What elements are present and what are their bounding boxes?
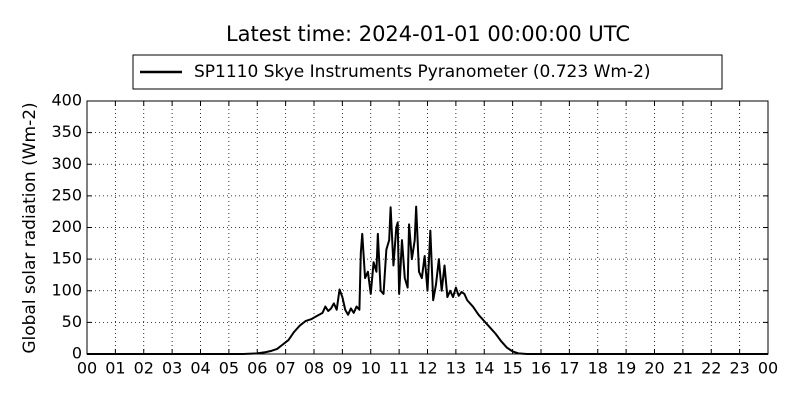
x-tick-label: 12 bbox=[417, 359, 437, 378]
x-tick-label: 06 bbox=[247, 359, 267, 378]
plot-frame bbox=[86, 100, 769, 355]
y-tick-label: 100 bbox=[51, 280, 82, 299]
legend-label: SP1110 Skye Instruments Pyranometer (0.7… bbox=[194, 62, 651, 82]
data-line bbox=[87, 205, 768, 355]
x-tick-label: 14 bbox=[474, 359, 494, 378]
x-tick-label: 21 bbox=[673, 359, 693, 378]
x-tick-label: 01 bbox=[105, 359, 125, 378]
x-tick-label: 23 bbox=[729, 359, 749, 378]
y-tick-label: 0 bbox=[72, 344, 82, 363]
x-tick-label: 11 bbox=[389, 359, 409, 378]
x-tick-label: 19 bbox=[616, 359, 636, 378]
x-tick-label: 20 bbox=[644, 359, 664, 378]
y-axis-label: Global solar radiation (Wm-2) bbox=[20, 102, 40, 353]
legend bbox=[132, 54, 723, 90]
x-tick-label: 05 bbox=[219, 359, 239, 378]
x-tick-label: 08 bbox=[304, 359, 324, 378]
x-tick-label: 10 bbox=[361, 359, 381, 378]
x-tick-label: 22 bbox=[701, 359, 721, 378]
x-tick-label: 00 bbox=[758, 359, 778, 378]
y-tick-label: 250 bbox=[51, 185, 82, 204]
y-tick-label: 350 bbox=[51, 122, 82, 141]
x-tick-label: 13 bbox=[446, 359, 466, 378]
chart-title: Latest time: 2024-01-01 00:00:00 UTC bbox=[226, 22, 630, 46]
x-tick-label: 04 bbox=[190, 359, 210, 378]
x-tick-label: 03 bbox=[162, 359, 182, 378]
y-tick-label: 300 bbox=[51, 154, 82, 173]
y-tick-label: 400 bbox=[51, 91, 82, 110]
x-tick-label: 17 bbox=[559, 359, 579, 378]
y-tick-label: 150 bbox=[51, 249, 82, 268]
y-tick-label: 50 bbox=[62, 312, 82, 331]
y-tick-label: 200 bbox=[51, 217, 82, 236]
x-tick-label: 15 bbox=[502, 359, 522, 378]
x-tick-label: 07 bbox=[275, 359, 295, 378]
x-tick-label: 02 bbox=[134, 359, 154, 378]
x-tick-label: 09 bbox=[332, 359, 352, 378]
x-tick-label: 16 bbox=[531, 359, 551, 378]
x-tick-label: 18 bbox=[588, 359, 608, 378]
x-tick-label: 00 bbox=[77, 359, 97, 378]
